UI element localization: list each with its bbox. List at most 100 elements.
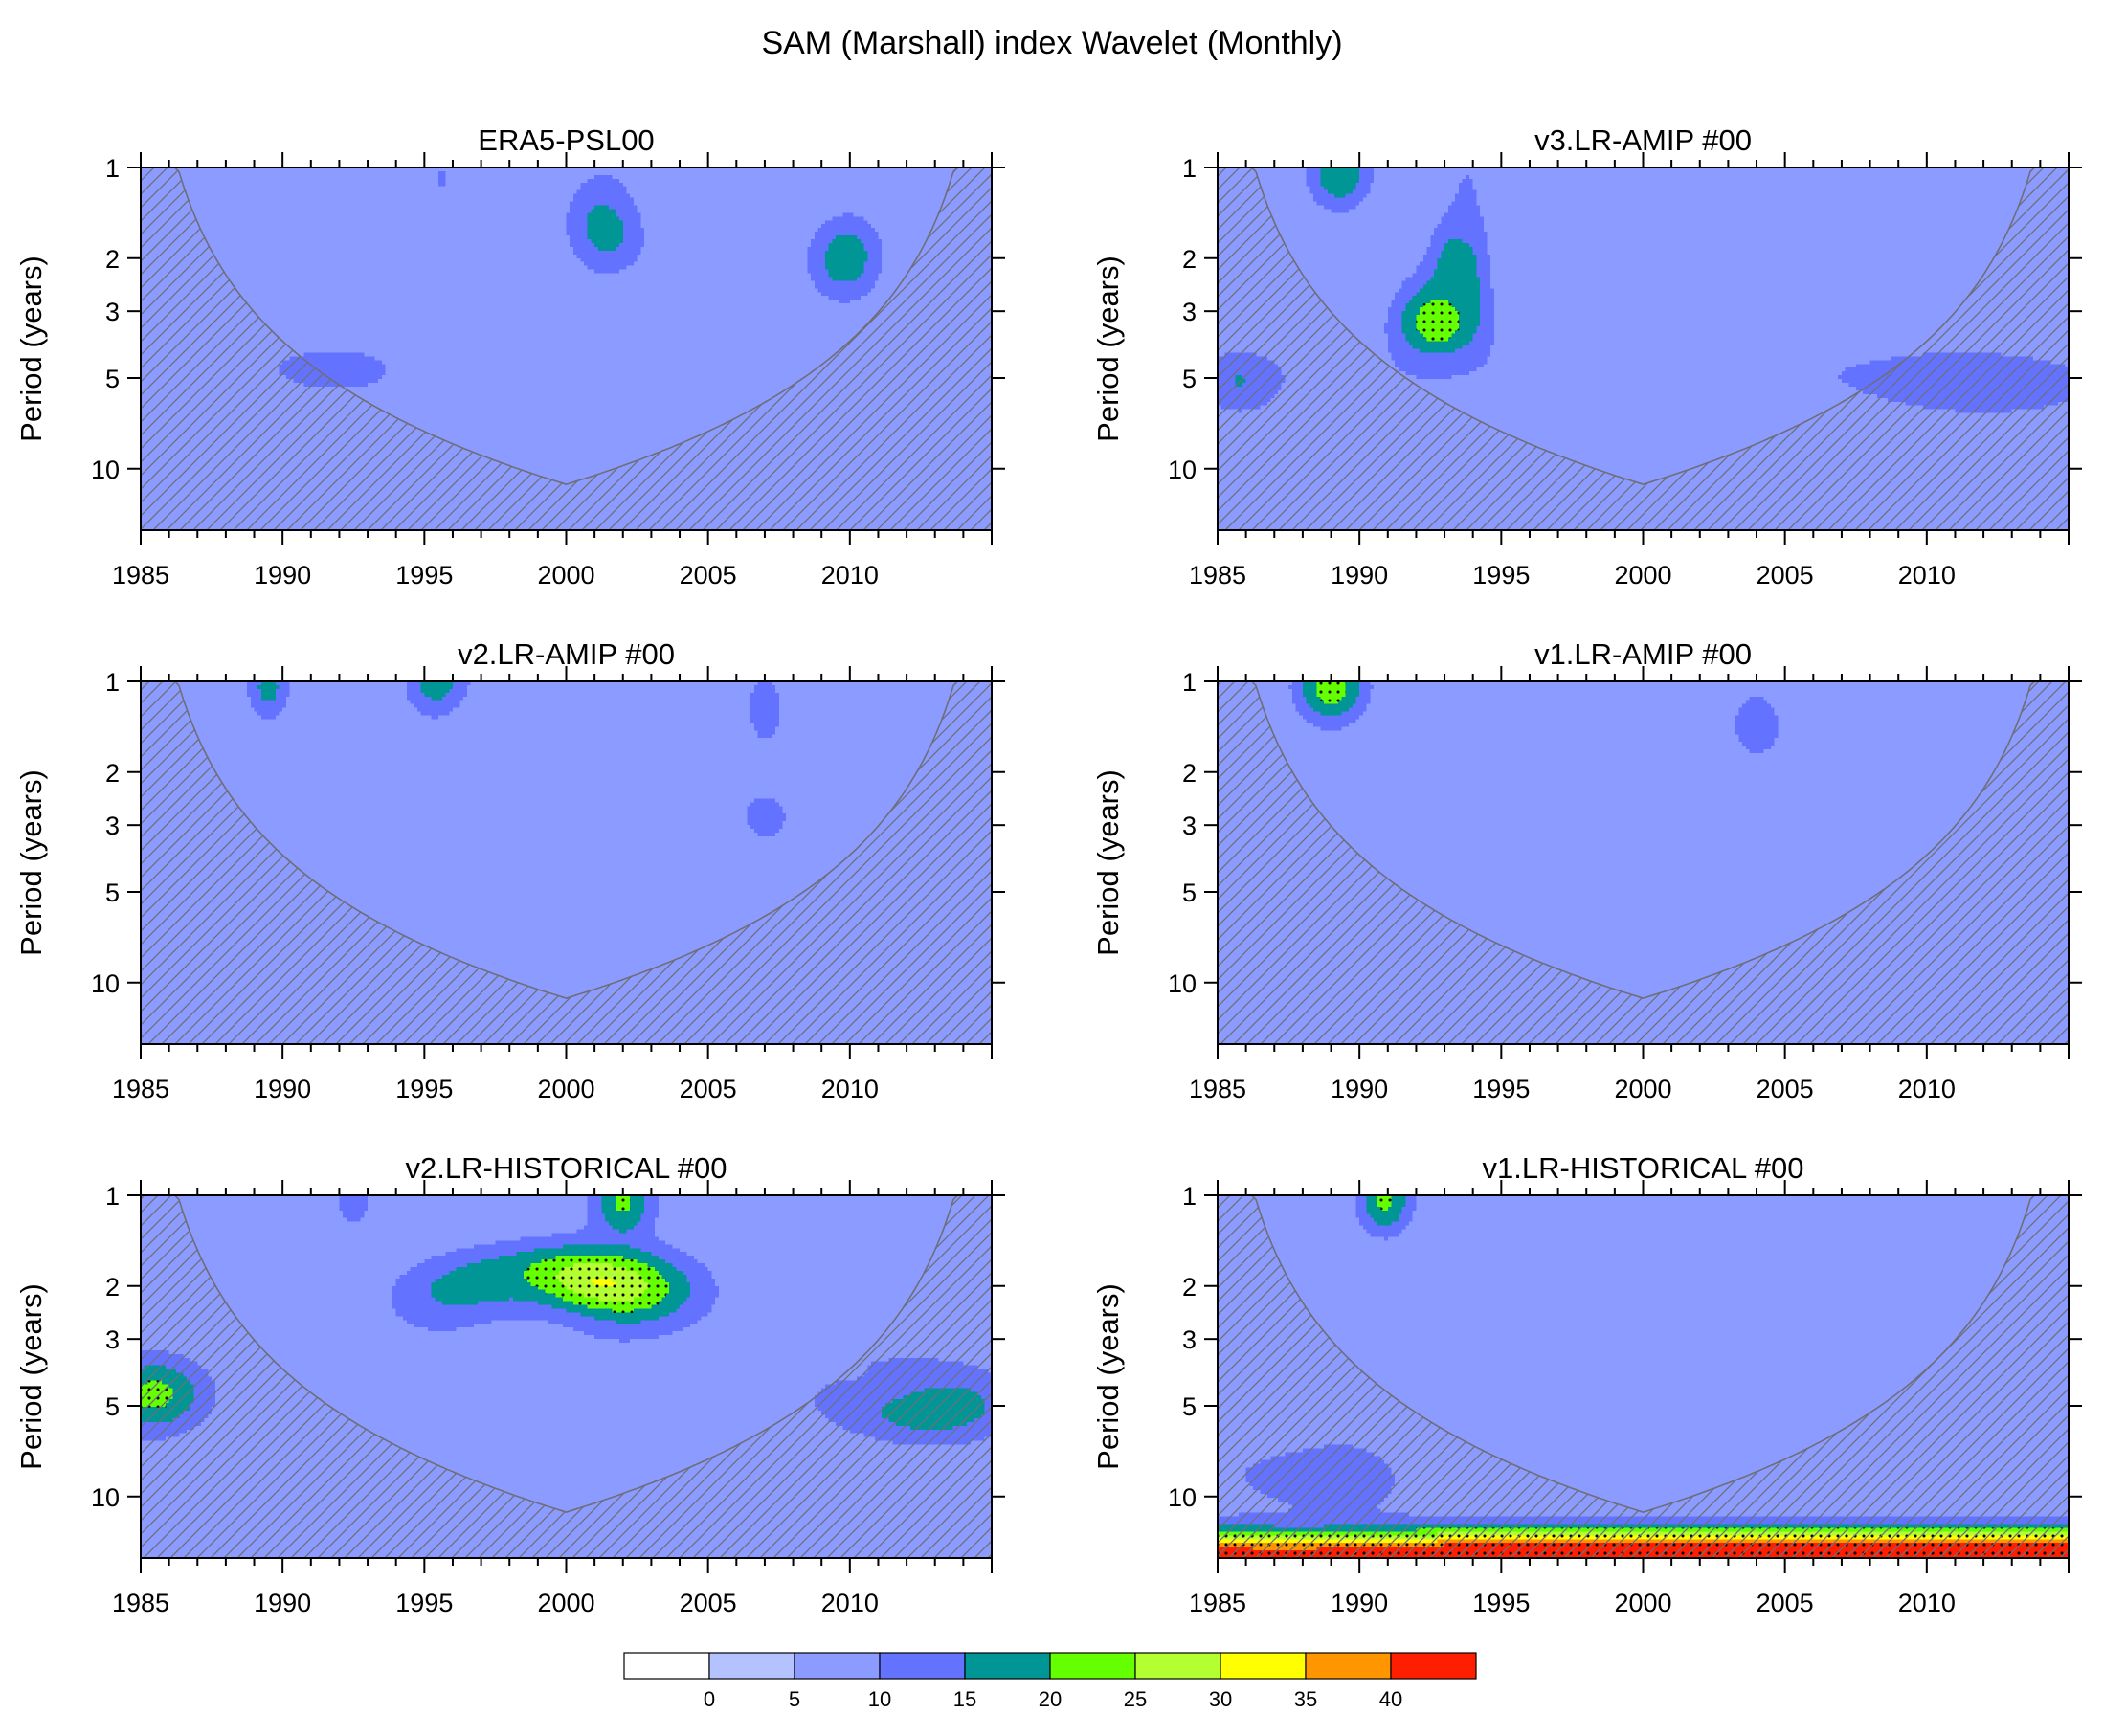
colorbar-swatch <box>879 1652 966 1680</box>
x-tick-label: 2000 <box>1614 561 1671 590</box>
panel-title: ERA5-PSL00 <box>478 123 654 157</box>
panel-title: v1.LR-HISTORICAL #00 <box>1483 1151 1804 1185</box>
colorbar-swatch <box>1049 1652 1136 1680</box>
y-tick-label: 5 <box>1182 1392 1197 1421</box>
cone-boundary <box>1218 681 2069 999</box>
colorbar-swatch <box>708 1652 795 1680</box>
cone-boundary <box>141 167 992 485</box>
significance-dots <box>1416 300 1460 343</box>
panel-title: v2.LR-AMIP #00 <box>458 637 675 671</box>
colorbar-label: 35 <box>1294 1687 1317 1711</box>
y-tick-label: 5 <box>1182 879 1197 907</box>
x-tick-label: 1985 <box>1189 561 1246 590</box>
panel-title: v3.LR-AMIP #00 <box>1534 123 1752 157</box>
x-tick-label: 2000 <box>537 561 594 590</box>
y-axis-label: Period (years) <box>14 1283 48 1470</box>
x-tick-label: 2010 <box>1898 1075 1956 1103</box>
cone-of-influence <box>1218 681 2069 1044</box>
y-tick-label: 1 <box>105 154 120 183</box>
colorbar-label: 5 <box>789 1687 800 1711</box>
panel-2: v3.LR-AMIP #00 Period (years) 1 2 3 5 10 1985 19… <box>1091 123 2082 590</box>
colorbar-swatch <box>1220 1652 1307 1680</box>
y-tick-label: 1 <box>105 668 120 697</box>
x-tick-label: 2000 <box>537 1075 594 1103</box>
y-tick-label: 10 <box>91 969 120 998</box>
x-tick-label: 2005 <box>680 1589 737 1617</box>
colorbar-label: 25 <box>1124 1687 1147 1711</box>
x-tick-label: 1995 <box>1472 1589 1530 1617</box>
cone-of-influence <box>1218 1195 2069 1558</box>
y-tick-label: 2 <box>105 1273 120 1302</box>
cone-of-influence <box>141 1195 992 1558</box>
y-tick-label: 10 <box>91 456 120 484</box>
y-tick-label: 1 <box>1182 1182 1197 1211</box>
x-tick-label: 1985 <box>1189 1589 1246 1617</box>
cone-boundary <box>141 1195 992 1513</box>
significance-dots <box>1316 681 1346 705</box>
figure-title: SAM (Marshall) index Wavelet (Monthly) <box>761 25 1342 61</box>
x-tick-label: 1990 <box>254 561 311 590</box>
x-tick-label: 2005 <box>680 561 737 590</box>
x-tick-label: 1990 <box>254 1589 311 1617</box>
y-tick-label: 3 <box>105 812 120 840</box>
colorbar-label: 40 <box>1379 1687 1402 1711</box>
colorbar-swatch <box>964 1652 1051 1680</box>
cone-of-influence <box>141 681 992 1044</box>
y-tick-label: 2 <box>1182 245 1197 274</box>
cone-of-influence <box>141 167 992 530</box>
x-tick-label: 1995 <box>395 1075 453 1103</box>
colorbar: 0 5 10 15 20 25 30 35 40 <box>623 1652 1477 1711</box>
panel-5: v2.LR-HISTORICAL #00 Period (years) 1 2 3 5 10… <box>14 1151 1005 1617</box>
x-tick-label: 2010 <box>821 561 879 590</box>
colorbar-label: 15 <box>953 1687 976 1711</box>
y-tick-label: 10 <box>1168 1483 1197 1512</box>
colorbar-label: 0 <box>704 1687 715 1711</box>
x-tick-label: 2000 <box>537 1589 594 1617</box>
x-tick-label: 1990 <box>1331 561 1388 590</box>
colorbar-label: 10 <box>868 1687 891 1711</box>
panel-4: v1.LR-AMIP #00 Period (years) 1 2 3 5 10 1985 19… <box>1091 637 2082 1103</box>
y-tick-label: 1 <box>1182 668 1197 697</box>
panel-title: v1.LR-AMIP #00 <box>1534 637 1752 671</box>
panel-6: v1.LR-HISTORICAL #00 Period (years) 1 2 3 5 10… <box>1091 1151 2082 1617</box>
y-axis-label: Period (years) <box>14 769 48 956</box>
x-tick-label: 1985 <box>1189 1075 1246 1103</box>
y-tick-label: 5 <box>105 879 120 907</box>
colorbar-swatch <box>794 1652 881 1680</box>
panel-1: ERA5-PSL00 Period (years) 1 2 3 5 10 1985 1990 19… <box>14 123 1005 590</box>
y-tick-label: 3 <box>105 1325 120 1354</box>
x-tick-label: 2005 <box>1757 561 1814 590</box>
y-axis-label: Period (years) <box>1091 1283 1125 1470</box>
y-tick-label: 5 <box>105 1392 120 1421</box>
x-tick-label: 2005 <box>1757 1589 1814 1617</box>
colorbar-label: 30 <box>1209 1687 1232 1711</box>
wavelet-panels: ERA5-PSL00 Period (years) 1 2 3 5 10 1985 1990 19… <box>14 123 2082 1617</box>
y-tick-label: 10 <box>91 1483 120 1512</box>
panel-title: v2.LR-HISTORICAL #00 <box>406 1151 727 1185</box>
y-axis-label: Period (years) <box>14 256 48 442</box>
x-tick-label: 1995 <box>395 1589 453 1617</box>
y-tick-label: 10 <box>1168 456 1197 484</box>
y-tick-label: 3 <box>1182 1325 1197 1354</box>
x-tick-label: 1990 <box>254 1075 311 1103</box>
y-axis-label: Period (years) <box>1091 769 1125 956</box>
y-tick-label: 5 <box>105 365 120 393</box>
x-tick-label: 1985 <box>112 1589 169 1617</box>
x-tick-label: 1985 <box>112 1075 169 1103</box>
cone-boundary <box>141 681 992 999</box>
x-tick-label: 1990 <box>1331 1075 1388 1103</box>
x-tick-label: 2010 <box>821 1075 879 1103</box>
cone-of-influence <box>1218 167 2069 530</box>
x-tick-label: 2005 <box>1757 1075 1814 1103</box>
x-tick-label: 2010 <box>821 1589 879 1617</box>
x-tick-label: 2005 <box>680 1075 737 1103</box>
colorbar-label: 20 <box>1039 1687 1062 1711</box>
y-tick-label: 3 <box>105 298 120 326</box>
y-tick-label: 1 <box>105 1182 120 1211</box>
y-tick-label: 2 <box>105 759 120 788</box>
x-tick-label: 2000 <box>1614 1075 1671 1103</box>
y-tick-label: 3 <box>1182 298 1197 326</box>
x-tick-label: 2010 <box>1898 1589 1956 1617</box>
colorbar-swatch <box>1390 1652 1477 1680</box>
